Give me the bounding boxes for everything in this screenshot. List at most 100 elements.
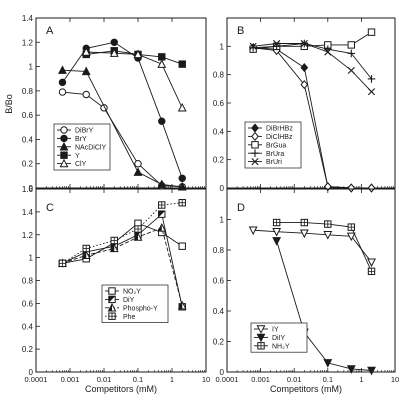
panel-b-series-bruri-point xyxy=(273,39,281,48)
panel-c-series-phe-point xyxy=(158,201,166,209)
panel-b-legend-label: BrUri xyxy=(266,159,282,166)
panel-d-legend-swatch-marker xyxy=(256,325,266,334)
panel-c-legend-label: Phospho-Y xyxy=(123,305,158,312)
panel-b-series-brura-point xyxy=(249,43,257,52)
panel-b-series-diclhbz-point xyxy=(300,80,309,90)
panel-a-series-cly-point xyxy=(157,59,167,68)
panel-c-series-phospho-y-line xyxy=(62,227,183,306)
panel-b-legend-label: BrGua xyxy=(266,142,286,149)
panel-c-legend-swatch-marker xyxy=(108,295,116,304)
panel-d-series-iy-point xyxy=(299,229,309,239)
panel-c-xtick-label: 1 xyxy=(170,375,174,384)
panel-a-series-cly-point xyxy=(81,47,91,56)
panel-c: 0 0.2 0.4 0.6 0.8 1 1.2 1.4 1.6 0.0001 0.001 0.01 0.… xyxy=(22,185,210,384)
panel-c-legend-swatch-marker xyxy=(108,287,116,295)
panel-a-series-bry-line xyxy=(62,41,183,179)
panel-d-xtick-label: 10 xyxy=(391,375,399,384)
panel-a-series-cly-point xyxy=(109,48,119,57)
panel-c-series-phe-line xyxy=(62,202,183,264)
panel-d-xtick-label: 0.001 xyxy=(251,375,270,384)
panel-a-ytick-label: 0.4 xyxy=(22,135,34,144)
panel-d-ytick-label: 0.2 xyxy=(213,338,225,347)
panel-b-series-bruri-point xyxy=(367,88,376,96)
panel-c-series-phe xyxy=(58,199,186,268)
panel-a-ytick-label: 0.6 xyxy=(22,111,34,120)
panel-d-series-diiy xyxy=(272,237,376,376)
panel-b-ytick-label: 0.4 xyxy=(213,127,225,136)
panel-c-ytick-label: 0 xyxy=(29,368,34,377)
panel-b-legend-swatch-marker xyxy=(251,149,259,157)
panel-d-series-diiy-point xyxy=(346,365,356,374)
panel-a-legend-swatch-marker xyxy=(59,158,69,168)
panel-b-series-diclhbz xyxy=(249,43,376,193)
panel-b-series-bruri-line xyxy=(253,43,372,93)
panel-b-series-diclhbz-point xyxy=(347,183,356,193)
panel-a-legend-label: Y xyxy=(75,153,80,160)
panel-d-ytick-label: 0.8 xyxy=(213,246,225,255)
panel-a-series-nacdicly-point xyxy=(157,179,167,189)
panel-b-ytick-label: 0.6 xyxy=(213,99,225,108)
panel-a-series-bry-point xyxy=(158,117,166,125)
panel-a-legend-label: NAcDiClY xyxy=(75,144,106,151)
panel-a-frame xyxy=(35,17,207,189)
panel-d-series-iy-point xyxy=(346,232,356,242)
panel-d-ytick-label: 1 xyxy=(220,216,225,225)
panel-a-label: A xyxy=(46,25,54,37)
panel-c-ytick-label: 0.4 xyxy=(22,322,34,331)
panel-c-series-phospho-y-point xyxy=(177,300,187,310)
panel-c-series-phe-point xyxy=(82,244,90,253)
panel-a-series-dibry-point xyxy=(82,90,90,99)
panel-d-series-iy-point xyxy=(323,231,333,240)
panel-c-xtick-label: 0.01 xyxy=(97,375,112,384)
panel-b-series-diclhbz-point xyxy=(367,183,376,193)
panel-d-series-diiy-point xyxy=(272,237,282,246)
panel-d-ytick-label: 0.4 xyxy=(213,307,225,316)
panel-d-xtick-label: 1 xyxy=(359,375,363,384)
figure-y-axis-label: B/Bo xyxy=(4,94,14,114)
panel-c-legend-label: DiY xyxy=(123,297,135,304)
panel-b-ytick-label: 0 xyxy=(220,184,225,193)
panel-c-legend-swatch-marker xyxy=(107,302,117,312)
panel-c-ytick-label: 1 xyxy=(29,254,34,263)
panel-b-series-brura-point xyxy=(347,49,356,58)
panel-a-ytick-label: 0 xyxy=(29,184,34,193)
panel-d: 0 0.2 0.4 0.6 0.8 1 0.0001 0.001 0.01 0.1 1 10 D IYDi… xyxy=(213,188,399,384)
panel-a-series-bry-point xyxy=(110,38,118,46)
panel-b-series-brgua-point xyxy=(367,28,376,36)
panel-a-legend-swatch-marker xyxy=(60,126,68,134)
panel-a-ytick-label: 1.2 xyxy=(22,38,34,47)
figure-x-axis-label-right: Competitors (mM) xyxy=(270,384,342,394)
panel-c-xtick-label: 10 xyxy=(202,375,210,384)
panel-d-series-nh-y-point xyxy=(272,218,281,227)
panel-b-legend-label: DiBrHBz xyxy=(266,126,293,133)
panel-a-series-bry-point xyxy=(58,78,67,87)
panel-d-series-diiy-point xyxy=(367,366,376,376)
panel-c-series-phe-point xyxy=(58,259,67,268)
panel-b-legend-swatch-marker xyxy=(251,123,259,133)
panel-a-series-cly-point xyxy=(177,102,187,112)
panel-d-label: D xyxy=(237,202,245,214)
panel-a-series-nacdicly-point xyxy=(133,167,143,176)
panel-c-label: C xyxy=(46,202,54,214)
panel-c-series-phospho-y-point xyxy=(157,222,167,232)
figure-x-axis-label-left: Competitors (mM) xyxy=(85,384,157,394)
panel-c-series-phospho-y-point xyxy=(109,243,119,253)
panel-c-xtick-label: 0.1 xyxy=(133,375,143,384)
panel-b-series-bruri-point xyxy=(324,48,332,56)
panel-d-series-iy-line xyxy=(253,229,372,263)
panel-a-legend-label: BrY xyxy=(75,136,87,143)
panel-a-legend-label: ClY xyxy=(75,161,87,168)
panel-b-ytick-label: 1 xyxy=(220,42,225,51)
panel-c-series-phospho-y-point xyxy=(81,250,91,260)
panel-c-series-diy-line xyxy=(62,213,183,307)
panel-b-legend-swatch-marker xyxy=(251,141,259,149)
panel-b-ytick-label: 0.2 xyxy=(213,156,225,165)
panel-a-legend-swatch-marker xyxy=(60,134,68,143)
panel-d-series-nh-y-point xyxy=(300,218,309,227)
